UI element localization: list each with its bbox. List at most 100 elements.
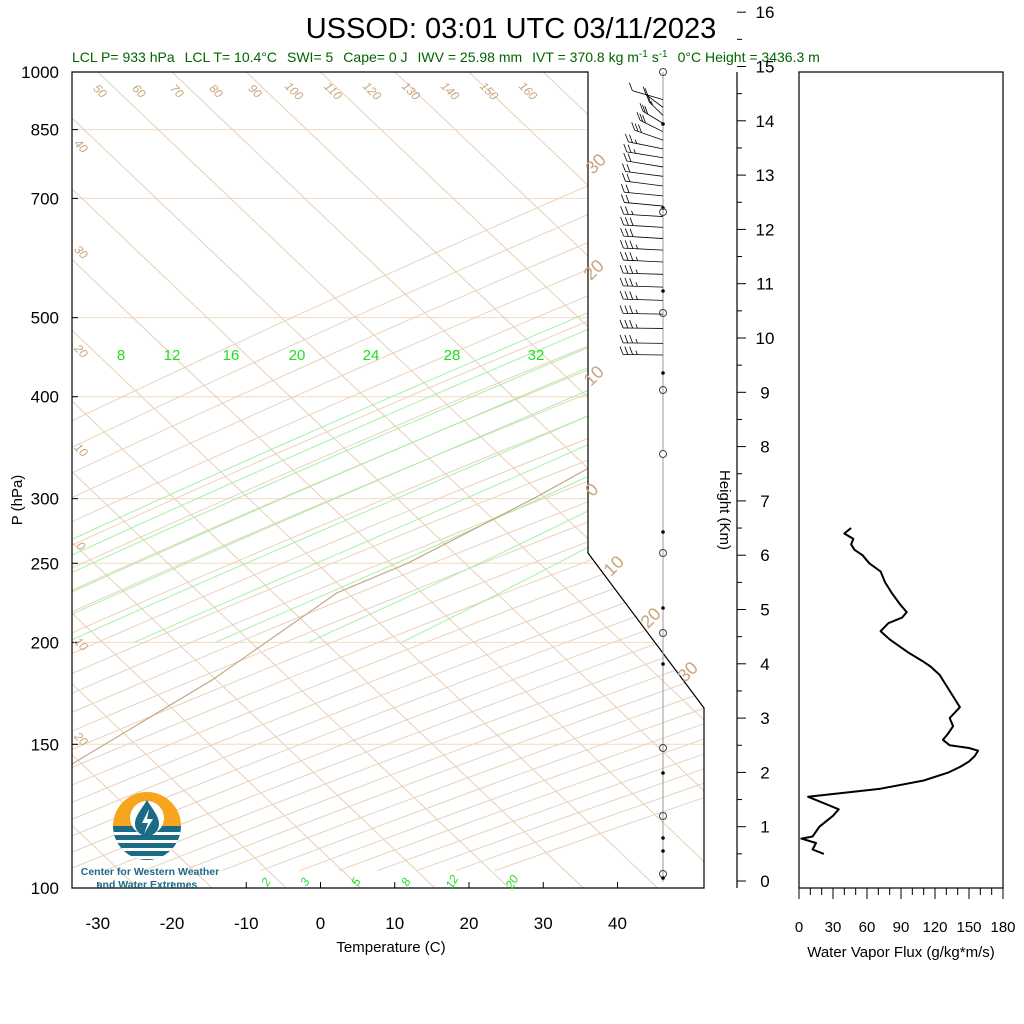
height-tick-label: 11 bbox=[756, 275, 774, 294]
logo-text-line-2: and Water Extremes bbox=[97, 879, 198, 891]
wind-barb-half-feather bbox=[635, 256, 639, 261]
wind-barb bbox=[619, 264, 664, 275]
moist-adiabat-line bbox=[72, 72, 704, 643]
moist-adiabat-label: 24 bbox=[363, 347, 380, 364]
dry-adiabat-line bbox=[299, 72, 704, 872]
wind-barb-feather bbox=[627, 144, 632, 153]
dry-adiabat-line bbox=[72, 72, 704, 872]
wind-barb-staff bbox=[623, 213, 664, 217]
wind-barb-feather bbox=[629, 265, 634, 274]
barb-level-dot bbox=[661, 289, 665, 293]
x-tick-label: -10 bbox=[234, 914, 259, 933]
wind-barb-staff bbox=[634, 129, 664, 141]
moist-adiabat-line bbox=[307, 72, 704, 643]
x-tick-label: -20 bbox=[160, 914, 185, 933]
wind-barb-half-feather bbox=[633, 149, 636, 154]
wind-barb-feather bbox=[622, 163, 626, 172]
wind-barb-feather bbox=[629, 305, 634, 314]
wind-barb-feather bbox=[620, 206, 624, 215]
dry-adiabat-line bbox=[72, 72, 704, 872]
freezing-level-height: 0°C Height = 3436.3 m bbox=[678, 49, 820, 65]
y-tick-label: 250 bbox=[31, 554, 59, 573]
dry-adiabat-label: 120 bbox=[360, 79, 384, 103]
mixing-ratio-line bbox=[963, 253, 1024, 888]
isotherm-line bbox=[72, 72, 287, 888]
dry-adiabat-line bbox=[72, 72, 704, 872]
isotherm-line bbox=[72, 72, 584, 888]
wind-barb-staff bbox=[628, 141, 664, 150]
wind-barb bbox=[620, 206, 664, 217]
wind-barb-staff bbox=[623, 247, 664, 251]
isotherm-label-left: 10 bbox=[71, 634, 91, 654]
wind-barb-feather bbox=[629, 252, 634, 261]
logo-text-line-1: Center for Western Weather bbox=[81, 866, 219, 878]
y-axis-label: P (hPa) bbox=[9, 475, 26, 526]
isotherm-label-right: 30 bbox=[582, 150, 610, 178]
mixing-ratio-line bbox=[876, 253, 1024, 888]
wind-barb-half-feather bbox=[635, 282, 638, 287]
wind-barb-feather bbox=[619, 264, 624, 274]
dry-adiabat-label: 160 bbox=[516, 79, 540, 103]
wind-barb-feather bbox=[624, 291, 629, 300]
wind-barb-staff bbox=[625, 180, 664, 187]
y-tick-label: 200 bbox=[31, 633, 59, 652]
height-tick-label: 4 bbox=[760, 655, 769, 674]
wind-barb bbox=[619, 319, 664, 329]
wind-barb bbox=[620, 216, 664, 228]
dry-adiabat-line bbox=[72, 72, 704, 872]
wind-barb-feather bbox=[624, 277, 629, 287]
wind-barb bbox=[620, 184, 664, 197]
mixing-ratio-label: 2 bbox=[258, 875, 274, 889]
wind-barb-feather bbox=[629, 346, 633, 355]
moist-adiabat-line bbox=[72, 72, 704, 643]
height-axis-label: Height (Km) bbox=[716, 470, 733, 550]
wind-barb-feather bbox=[620, 227, 624, 237]
dry-adiabat-line bbox=[72, 72, 704, 872]
wind-barb bbox=[623, 152, 664, 168]
dry-adiabat-line bbox=[72, 72, 704, 872]
moist-adiabat-label: 28 bbox=[444, 347, 461, 364]
ivt-exp-2: -1 bbox=[659, 49, 668, 60]
sounding-profiles bbox=[72, 96, 704, 888]
lightning-icon bbox=[142, 809, 153, 834]
isotherm-label-right: 10 bbox=[600, 552, 628, 580]
dry-adiabat-line bbox=[72, 72, 704, 872]
flux-tick-label: 180 bbox=[990, 919, 1015, 936]
wind-barb-staff bbox=[625, 171, 664, 177]
wind-barb bbox=[619, 334, 664, 344]
wind-barb-feather bbox=[629, 217, 634, 226]
dry-adiabat-line bbox=[377, 72, 704, 872]
dry-adiabat-line bbox=[455, 72, 704, 872]
x-tick-label: -30 bbox=[85, 914, 110, 933]
y-tick-label: 850 bbox=[31, 121, 59, 140]
wind-barb-feather bbox=[620, 194, 625, 203]
isotherm-label-right: 30 bbox=[674, 658, 702, 686]
wind-barb-feather bbox=[620, 239, 624, 249]
wind-barb bbox=[619, 346, 664, 356]
cw3e-logo: Center for Western Weather and Water Ext… bbox=[81, 792, 219, 891]
isotherm-line bbox=[320, 72, 704, 888]
height-tick-label: 9 bbox=[760, 383, 769, 402]
height-tick-label: 2 bbox=[760, 763, 769, 782]
wind-barb-feather bbox=[624, 319, 629, 329]
dry-adiabat-label: 90 bbox=[245, 81, 265, 101]
barb-level-dot bbox=[661, 849, 665, 853]
wind-barb-feather bbox=[629, 319, 633, 329]
flux-tick-label: 60 bbox=[859, 919, 876, 936]
y-tick-label: 400 bbox=[31, 388, 59, 407]
wind-barb-feather bbox=[624, 206, 629, 215]
barb-level-dot bbox=[661, 836, 665, 840]
skew-t-labels: -30 -20 -10 0 10 20 30 401001502002503004005007… bbox=[9, 63, 702, 956]
barb-level-circle bbox=[659, 68, 667, 76]
height-tick-label: 15 bbox=[756, 58, 775, 77]
wind-barb-staff bbox=[623, 259, 664, 263]
wind-barb-feather bbox=[642, 86, 647, 95]
wind-barb-feather bbox=[625, 184, 630, 193]
wind-barb-feather bbox=[624, 133, 629, 143]
isotherm-line bbox=[72, 72, 704, 888]
isotherm-label-left: 10 bbox=[71, 440, 91, 460]
dry-adiabat-label: 110 bbox=[321, 79, 345, 103]
wind-barb-feather bbox=[642, 114, 646, 124]
height-tick-label: 14 bbox=[756, 112, 775, 131]
